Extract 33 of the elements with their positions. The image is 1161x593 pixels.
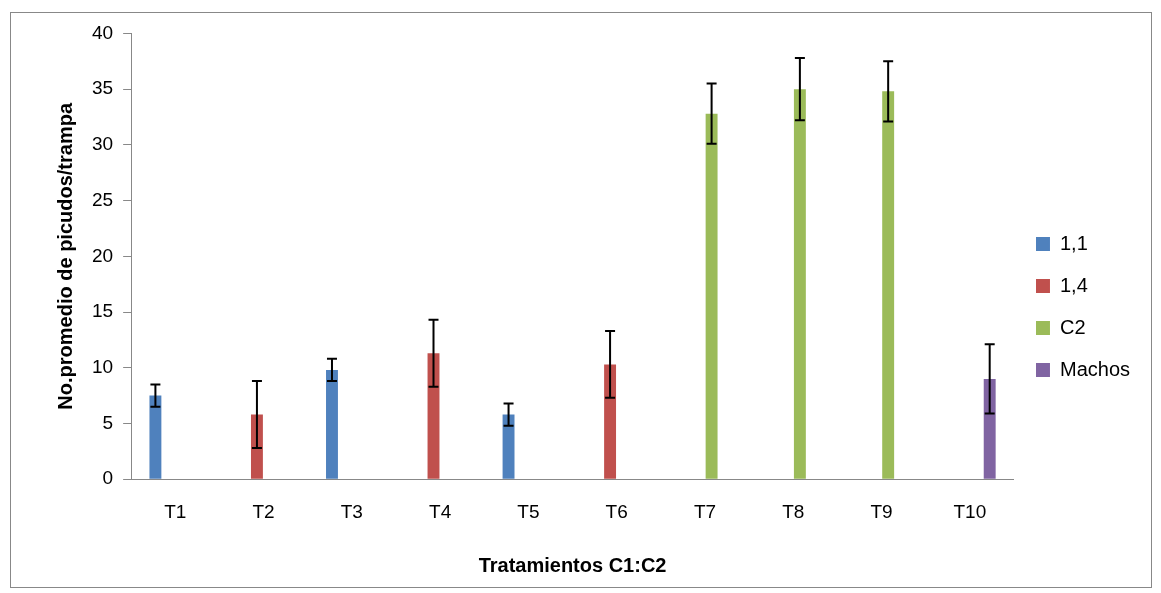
x-axis-title: Tratamientos C1:C2: [478, 553, 667, 576]
x-tick-label: T8: [782, 500, 805, 522]
legend-label: 1,1: [1059, 231, 1088, 254]
y-tick-label: 20: [91, 244, 114, 266]
bar: [983, 378, 996, 479]
x-tick-label: T4: [429, 500, 452, 522]
y-tick-label: 15: [91, 300, 114, 322]
legend-label: C2: [1059, 315, 1086, 338]
bar: [882, 91, 895, 479]
bar: [705, 113, 718, 479]
y-tick-label: 30: [91, 133, 114, 155]
x-tick-label: T3: [340, 500, 363, 522]
y-tick-label: 0: [102, 467, 114, 489]
x-tick-label: T9: [870, 500, 893, 522]
legend-label: 1,4: [1059, 273, 1088, 296]
bar: [793, 89, 806, 479]
x-tick-label: T1: [164, 500, 187, 522]
x-tick-label: T10: [953, 500, 987, 522]
y-tick-label: 5: [102, 411, 114, 433]
x-tick-label: T2: [252, 500, 275, 522]
y-axis-title: No.promedio de picudos/trampa: [53, 102, 76, 410]
x-tick-label: T6: [605, 500, 628, 522]
x-tick-label: T7: [693, 500, 717, 522]
bar: [502, 414, 515, 479]
bar: [149, 395, 162, 479]
legend-label: Machos: [1059, 357, 1130, 380]
x-tick-label: T5: [517, 500, 540, 522]
y-tick-label: 10: [91, 355, 114, 377]
bar: [604, 364, 617, 479]
bar: [326, 369, 338, 479]
y-tick-label: 40: [91, 21, 114, 43]
y-tick-label: 25: [91, 188, 114, 210]
y-tick-label: 35: [91, 77, 114, 99]
